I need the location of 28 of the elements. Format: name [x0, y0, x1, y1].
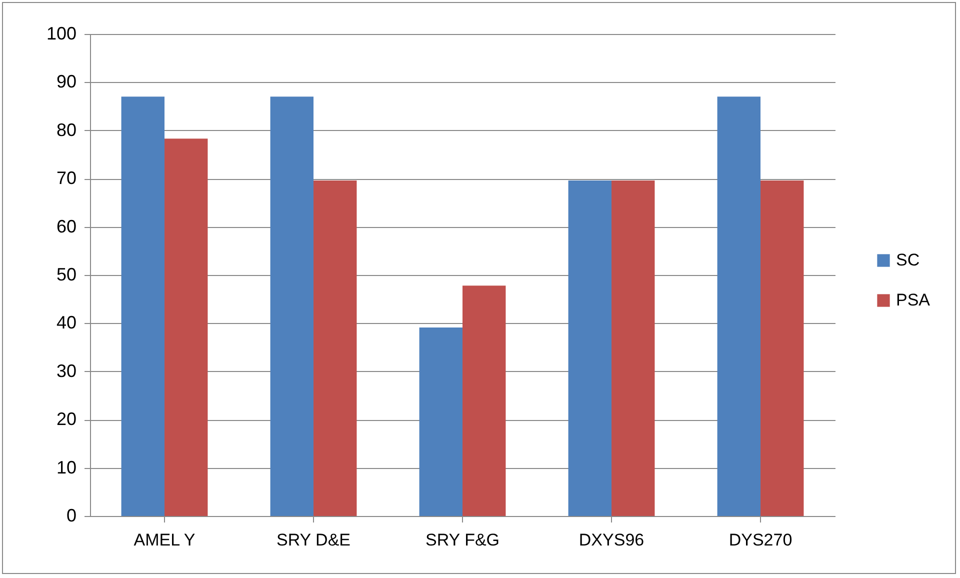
y-tick-label: 40	[56, 312, 76, 333]
x-tick-label: SRY F&G	[425, 530, 500, 550]
bar	[314, 180, 357, 516]
bar	[164, 138, 208, 516]
y-tick-label: 10	[56, 457, 76, 478]
y-tick-label: 20	[56, 409, 76, 430]
legend-label: PSA	[896, 290, 931, 310]
y-tick-label: 60	[56, 216, 76, 236]
y-tick-label: 50	[56, 264, 76, 284]
bar	[270, 96, 314, 516]
legend-label: SC	[896, 250, 920, 270]
y-tick-label: 30	[56, 360, 76, 381]
bar	[612, 180, 655, 516]
y-tick-label: 80	[56, 120, 76, 140]
y-tick-label: 70	[56, 168, 76, 188]
x-tick-label: DXYS96	[578, 530, 644, 550]
bar	[462, 286, 506, 516]
y-tick-label: 0	[66, 506, 76, 526]
bar	[568, 180, 612, 516]
bar	[760, 180, 804, 516]
x-tick-label: DYS270	[728, 530, 792, 550]
y-tick-label: 90	[56, 72, 76, 92]
bar	[717, 96, 760, 516]
y-tick-label: 100	[46, 24, 76, 44]
bar	[121, 96, 164, 516]
bar	[419, 328, 462, 516]
x-tick-label: AMEL Y	[134, 530, 196, 550]
x-tick-label: SRY D&E	[276, 530, 351, 550]
